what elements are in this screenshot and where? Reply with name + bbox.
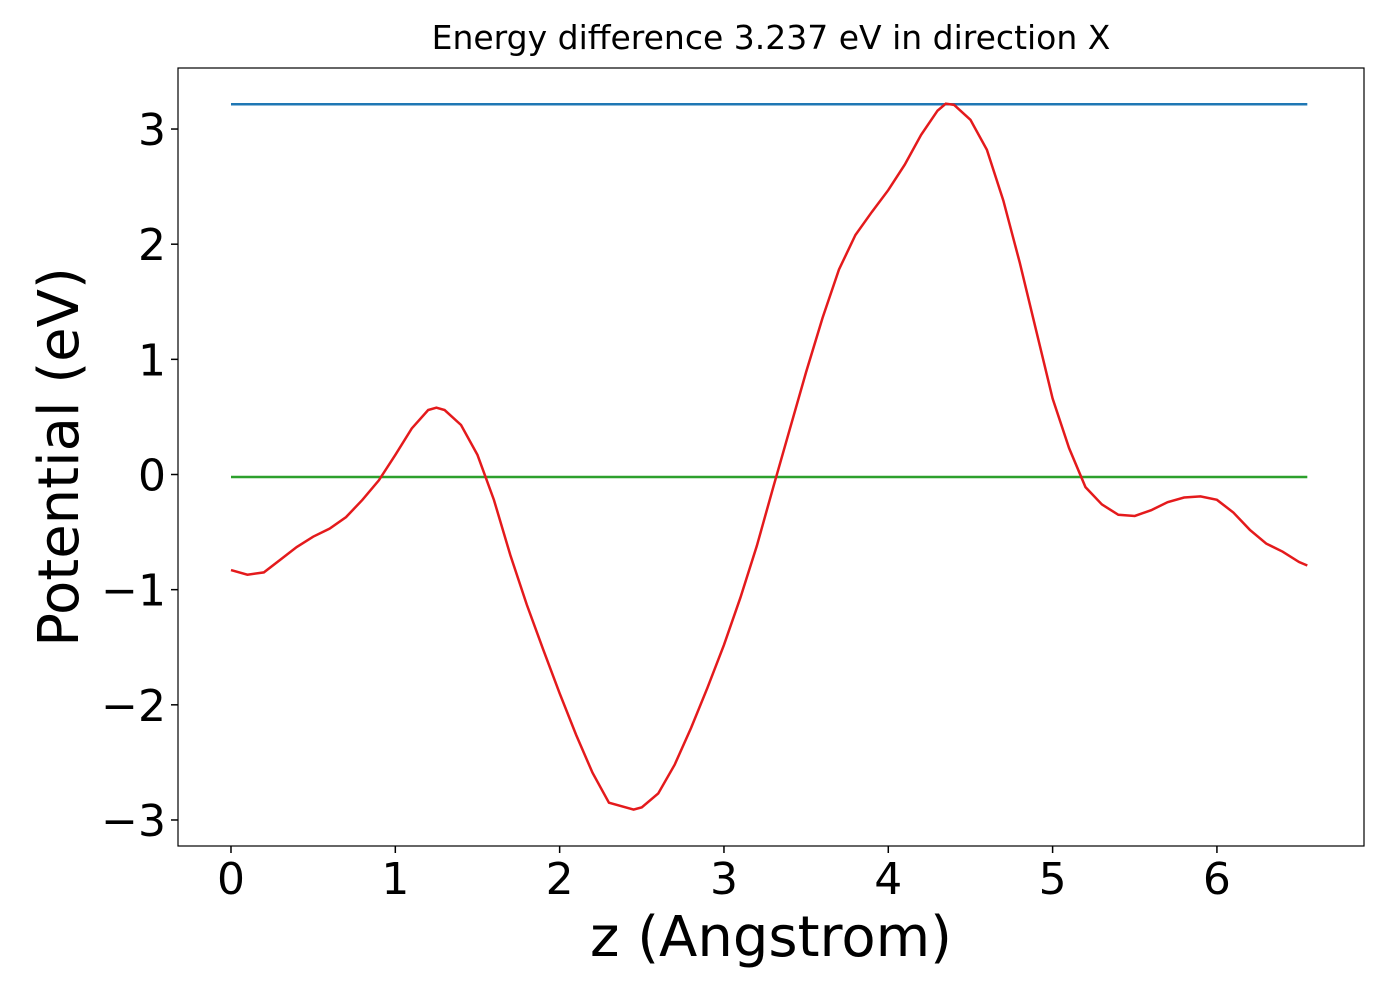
y-tick-label: −2 — [101, 681, 166, 732]
x-tick-label: 3 — [710, 854, 738, 905]
x-tick-label: 6 — [1203, 854, 1231, 905]
plot-frame — [177, 67, 1365, 847]
y-tick-label: 1 — [138, 335, 166, 386]
chart-title: Energy difference 3.237 eV in direction … — [432, 18, 1111, 57]
x-axis-label: z (Angstrom) — [590, 905, 952, 970]
y-tick-label: 3 — [138, 105, 166, 156]
x-tick-label: 2 — [546, 854, 574, 905]
y-tick-label: 0 — [138, 451, 166, 502]
y-tick-label: 2 — [138, 220, 166, 271]
x-tick-label: 5 — [1039, 854, 1067, 905]
x-tick-label: 4 — [874, 854, 902, 905]
y-tick-label: −1 — [101, 566, 166, 617]
line-series — [230, 102, 1308, 811]
y-axis-label: Potential (eV) — [27, 267, 92, 647]
x-tick-label: 0 — [217, 854, 245, 905]
x-tick-label: 1 — [381, 854, 409, 905]
y-tick-label: −3 — [101, 796, 166, 847]
